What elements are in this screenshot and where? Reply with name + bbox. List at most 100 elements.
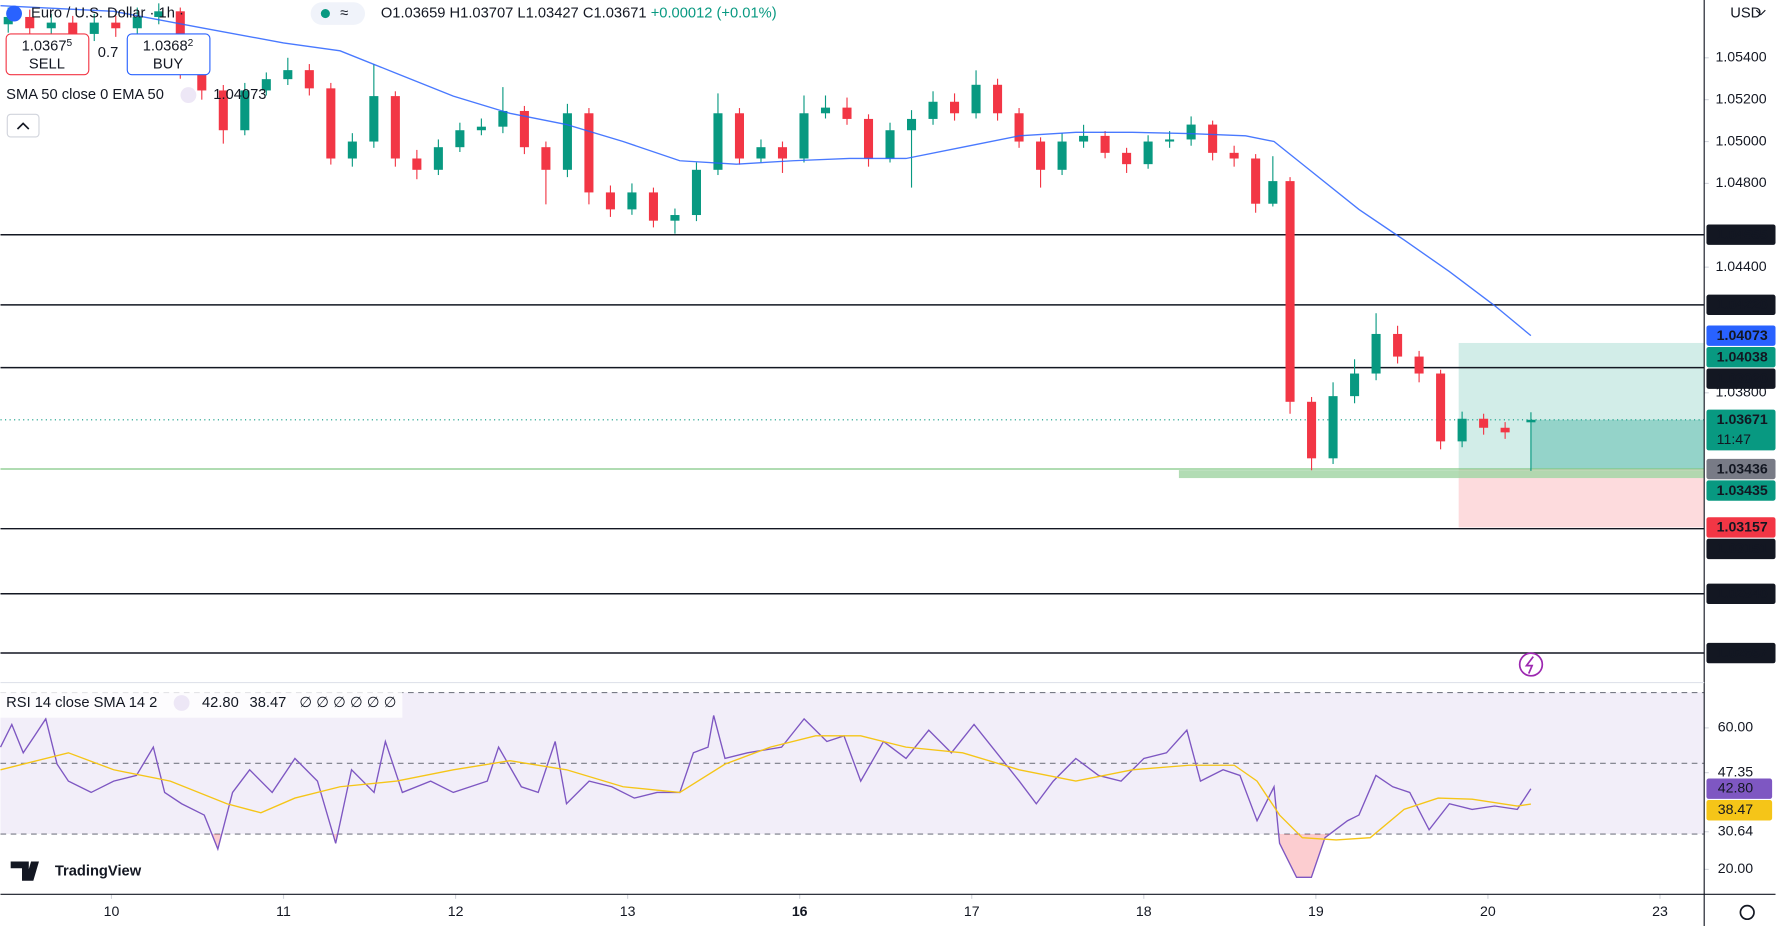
- sell-button[interactable]: [5, 33, 90, 76]
- candle-body: [863, 118, 874, 159]
- y-tick-label: 47.35: [1718, 763, 1754, 779]
- open-pnl-zone: [1530, 419, 1705, 470]
- y-tick-label: 30.64: [1718, 822, 1754, 838]
- candle-body: [369, 96, 379, 142]
- y-tick-label: 1.05000: [1716, 132, 1767, 148]
- alert-icon[interactable]: [1518, 652, 1544, 677]
- candle-body: [326, 88, 336, 159]
- candle-body: [799, 113, 809, 159]
- price-box-label: 1.03671: [1717, 411, 1768, 427]
- ohlc-change: +0.00012 (+0.01%): [651, 5, 777, 21]
- candle-body: [1229, 152, 1239, 159]
- candle-body: [1285, 181, 1295, 402]
- symbol-title[interactable]: Euro / U.S. Dollar · 1h ·: [31, 5, 184, 21]
- x-tick-label: 13: [620, 903, 636, 919]
- candle-body: [713, 113, 723, 170]
- candle-body: [734, 113, 745, 159]
- y-tick-label: 1.04800: [1716, 174, 1767, 190]
- candle-body: [1393, 333, 1403, 357]
- candle-body: [240, 90, 250, 131]
- brand-logo: [10, 861, 39, 881]
- candle-body: [1143, 141, 1153, 165]
- status-dot: [320, 9, 330, 19]
- price-box-label: 1.03436: [1717, 460, 1768, 476]
- candle-body: [1079, 135, 1089, 142]
- sell-price: 1.03675: [22, 38, 73, 55]
- candle-body: [885, 130, 895, 159]
- rsi-legend[interactable]: RSI 14 close SMA 14 2: [6, 695, 157, 711]
- buy-button[interactable]: [126, 33, 211, 76]
- sma-icon[interactable]: [180, 87, 197, 104]
- price-box: [1706, 583, 1776, 604]
- rsi-icon[interactable]: [173, 695, 190, 711]
- candle-body: [283, 70, 293, 80]
- price-box: [1706, 294, 1776, 316]
- candle-body: [25, 16, 35, 29]
- candle-body: [1457, 418, 1467, 442]
- candle-body: [1165, 139, 1175, 142]
- collapse-button[interactable]: [6, 113, 40, 138]
- price-box: [1706, 642, 1776, 664]
- collapse-icon: [16, 122, 30, 130]
- candle-body: [68, 22, 78, 34]
- price-box: [1706, 325, 1776, 346]
- candle-body: [1100, 135, 1110, 153]
- candle-body: [197, 67, 207, 91]
- candle-body: [304, 70, 314, 89]
- candle-body: [971, 84, 981, 114]
- symbol-icon[interactable]: [6, 5, 22, 22]
- candle-body: [1500, 427, 1510, 433]
- candle-body: [1328, 396, 1338, 459]
- sell-main: 1.0367: [22, 38, 67, 54]
- candle-body: [648, 192, 658, 221]
- ohlc-o: O1.03659: [381, 5, 446, 21]
- rsi-value-label: 38.47: [1718, 801, 1754, 817]
- candle-body: [89, 22, 99, 34]
- alert-bolt: [1524, 656, 1534, 674]
- sell-label: SELL: [29, 56, 65, 72]
- candle-body: [218, 90, 228, 131]
- price-box-label: 1.02557: [1717, 644, 1768, 660]
- price-box-label: 1.04220: [1717, 296, 1768, 312]
- candle-body: [476, 126, 486, 131]
- candle-body: [412, 158, 422, 170]
- x-tick-label: 20: [1480, 903, 1496, 919]
- currency[interactable]: USD: [1730, 5, 1761, 21]
- price-box: [1706, 368, 1776, 389]
- ohlc-l: L1.03427: [517, 5, 578, 21]
- price-box-label: 1.03435: [1717, 482, 1768, 498]
- sma-legend[interactable]: SMA 50 close 0 EMA 50: [6, 87, 164, 103]
- x-tick-label: 18: [1136, 903, 1152, 919]
- status-pill[interactable]: [310, 2, 366, 25]
- x-tick-label: 11: [276, 903, 291, 919]
- buy-label: BUY: [153, 56, 183, 72]
- status-wave: ≈: [340, 5, 348, 21]
- candle-body: [993, 84, 1003, 114]
- buy-price: 1.03682: [143, 38, 194, 55]
- candle-body: [132, 16, 142, 29]
- price-box: [1706, 346, 1776, 368]
- rsi-legend-bg: [0, 688, 403, 718]
- candle-body: [1208, 124, 1218, 153]
- candle-body: [691, 169, 701, 216]
- price-box-label: 1.03920: [1717, 370, 1768, 386]
- sma-line: [0, 4, 1532, 337]
- candle-body: [820, 107, 831, 114]
- candle-body: [111, 22, 121, 29]
- candle-body: [433, 147, 443, 170]
- x-tick-label: 10: [104, 903, 120, 919]
- candle-body: [46, 22, 56, 29]
- settings-icon[interactable]: [1739, 904, 1755, 921]
- rsi-line: [0, 715, 1532, 879]
- candle-body: [1350, 373, 1360, 397]
- x-tick-label: 17: [964, 903, 980, 919]
- candle-body: [1479, 418, 1489, 428]
- x-tick-label: 19: [1308, 903, 1324, 919]
- candle-body: [605, 192, 615, 210]
- candle-body: [261, 79, 271, 91]
- candle-body: [1014, 113, 1024, 142]
- candle-body: [562, 113, 572, 170]
